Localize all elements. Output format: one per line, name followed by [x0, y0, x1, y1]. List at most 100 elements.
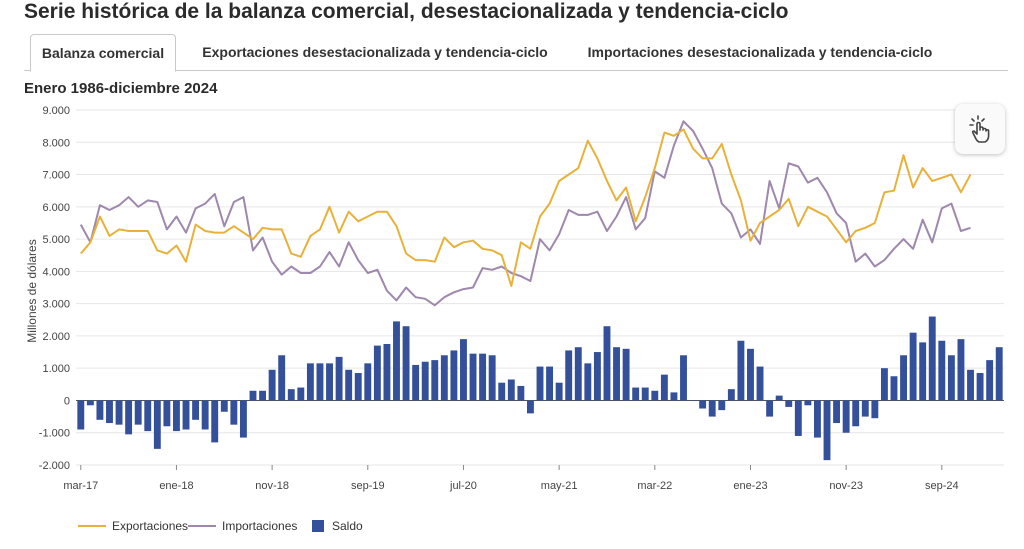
tab-importaciones[interactable]: Importaciones desestacionalizada y tende… [587, 44, 933, 60]
saldo-bar[interactable] [718, 400, 726, 411]
importaciones-line[interactable] [79, 120, 971, 307]
saldo-bar[interactable] [708, 400, 716, 417]
saldo-bar[interactable] [345, 369, 353, 401]
tab-exportaciones[interactable]: Exportaciones desestacionalizada y tende… [202, 44, 548, 60]
saldo-bar[interactable] [354, 373, 362, 401]
saldo-bar[interactable] [115, 400, 123, 425]
saldo-bar[interactable] [182, 400, 190, 430]
saldo-bar[interactable] [125, 400, 133, 435]
saldo-bar[interactable] [584, 363, 592, 401]
saldo-bar[interactable] [450, 350, 458, 401]
saldo-bar[interactable] [488, 355, 496, 401]
saldo-bar[interactable] [785, 400, 793, 407]
saldo-bar[interactable] [421, 361, 429, 401]
saldo-bar[interactable] [383, 343, 391, 401]
saldo-bar[interactable] [880, 368, 888, 401]
saldo-bar[interactable] [794, 400, 802, 436]
saldo-bar[interactable] [947, 355, 955, 401]
saldo-bar[interactable] [641, 387, 649, 401]
saldo-bar[interactable] [373, 345, 381, 401]
saldo-bar[interactable] [660, 374, 668, 401]
saldo-bar[interactable] [737, 340, 745, 401]
saldo-bar[interactable] [431, 360, 439, 401]
saldo-bar[interactable] [900, 355, 907, 401]
saldo-bar[interactable] [747, 348, 754, 401]
saldo-bar[interactable] [775, 395, 783, 401]
saldo-bar[interactable] [526, 400, 534, 414]
saldo-bar[interactable] [163, 400, 171, 427]
tab-balanza-comercial[interactable]: Balanza comercial [30, 34, 176, 72]
saldo-bar[interactable] [96, 400, 104, 420]
saldo-bar[interactable] [651, 390, 659, 401]
saldo-bar[interactable] [670, 392, 678, 401]
saldo-bar[interactable] [536, 366, 544, 401]
saldo-bar[interactable] [144, 400, 152, 432]
saldo-bar[interactable] [680, 355, 687, 401]
saldo-bar[interactable] [440, 355, 448, 401]
saldo-bar[interactable] [249, 390, 257, 401]
saldo-bar[interactable] [268, 369, 276, 401]
saldo-bar[interactable] [928, 316, 936, 401]
legend-item-importaciones[interactable]: Importaciones [188, 519, 297, 533]
saldo-bar[interactable] [335, 356, 343, 401]
saldo-bar[interactable] [909, 332, 917, 401]
saldo-bar[interactable] [967, 369, 974, 401]
saldo-bar[interactable] [546, 366, 554, 401]
saldo-bar[interactable] [460, 339, 467, 401]
saldo-bar[interactable] [823, 400, 831, 461]
saldo-bar[interactable] [316, 363, 324, 401]
saldo-bar[interactable] [871, 400, 879, 419]
saldo-bar[interactable] [173, 400, 180, 432]
saldo-bar[interactable] [919, 342, 927, 401]
saldo-bar[interactable] [622, 348, 630, 401]
saldo-bar[interactable] [306, 363, 314, 401]
saldo-bar[interactable] [613, 347, 620, 401]
saldo-bar[interactable] [861, 400, 869, 417]
saldo-bar[interactable] [766, 400, 774, 417]
saldo-bar[interactable] [297, 387, 305, 401]
saldo-bar[interactable] [134, 400, 142, 425]
saldo-bar[interactable] [259, 390, 267, 401]
exportaciones-line[interactable] [80, 128, 972, 287]
saldo-bar[interactable] [393, 321, 400, 401]
saldo-bar[interactable] [804, 400, 812, 406]
saldo-bar[interactable] [507, 379, 515, 401]
saldo-bar[interactable] [239, 400, 247, 438]
saldo-bar[interactable] [192, 400, 200, 420]
saldo-bar[interactable] [220, 400, 228, 412]
saldo-bar[interactable] [153, 400, 161, 449]
saldo-bar[interactable] [938, 340, 946, 401]
saldo-bar[interactable] [756, 366, 764, 401]
saldo-bar[interactable] [813, 400, 821, 438]
saldo-bar[interactable] [106, 400, 113, 424]
saldo-bar[interactable] [976, 373, 984, 401]
saldo-bar[interactable] [402, 326, 410, 401]
saldo-bar[interactable] [986, 360, 994, 401]
saldo-bar[interactable] [287, 389, 295, 401]
saldo-bar[interactable] [632, 387, 640, 401]
saldo-bar[interactable] [364, 363, 372, 401]
legend-item-exportaciones[interactable]: Exportaciones [78, 519, 188, 533]
saldo-bar[interactable] [593, 352, 601, 401]
saldo-bar[interactable] [565, 350, 573, 401]
saldo-bar[interactable] [230, 400, 238, 425]
saldo-bar[interactable] [555, 382, 563, 401]
saldo-bar[interactable] [995, 347, 1003, 401]
saldo-bar[interactable] [86, 400, 94, 406]
saldo-bar[interactable] [574, 347, 582, 401]
saldo-bar[interactable] [412, 364, 420, 401]
saldo-bar[interactable] [842, 400, 850, 433]
saldo-bar[interactable] [469, 353, 477, 401]
saldo-bar[interactable] [727, 389, 735, 401]
saldo-bar[interactable] [890, 376, 898, 401]
saldo-bar[interactable] [479, 353, 487, 401]
saldo-bar[interactable] [699, 400, 707, 409]
saldo-bar[interactable] [498, 382, 506, 401]
saldo-bar[interactable] [603, 326, 611, 401]
saldo-bar[interactable] [852, 400, 860, 427]
saldo-bar[interactable] [957, 339, 965, 401]
saldo-bar[interactable] [689, 400, 697, 401]
saldo-bar[interactable] [326, 363, 333, 401]
saldo-bar[interactable] [517, 385, 525, 401]
saldo-bar[interactable] [278, 355, 286, 401]
